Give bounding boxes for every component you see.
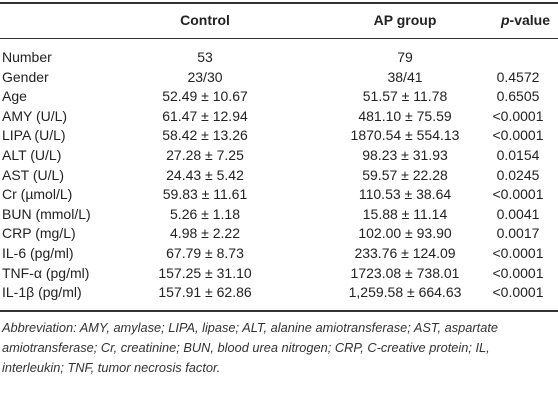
- row-label: ALT (U/L): [2, 147, 62, 163]
- header-italic: p: [500, 12, 510, 28]
- row-label: Gender: [2, 68, 49, 85]
- cell: <0.0001: [492, 284, 544, 301]
- row-label: IL-6 (pg/ml): [2, 245, 74, 261]
- cell: 0.0245: [496, 166, 540, 183]
- cell: 233.76 ± 124.09: [354, 245, 456, 261]
- bottom-rule: [0, 310, 558, 312]
- top-rule: [0, 2, 558, 4]
- row-label: Age: [2, 88, 27, 105]
- header-cell: p-value: [501, 11, 550, 29]
- cell: 23/30: [187, 68, 223, 85]
- cell: <0.0001: [492, 186, 544, 203]
- cell: 1723.08 ± 738.01: [350, 264, 460, 281]
- cell: 1,259.58 ± 664.63: [348, 284, 462, 301]
- row-label: Number: [2, 49, 52, 65]
- cell: 79: [397, 49, 413, 65]
- row-label: Cr (µmol/L): [2, 186, 73, 203]
- row-label: IL-1β (pg/ml): [2, 284, 82, 301]
- cell: <0.0001: [492, 107, 544, 124]
- cell: 481.10 ± 75.59: [358, 107, 452, 124]
- cell: 58.42 ± 13.26: [162, 127, 248, 144]
- row-label: TNF-α (pg/ml): [2, 264, 90, 281]
- cell: 52.49 ± 10.67: [162, 88, 248, 105]
- header-cell: Control: [180, 12, 230, 28]
- cell: 67.79 ± 8.73: [166, 245, 244, 261]
- cell: 59.83 ± 11.61: [162, 186, 248, 203]
- cell: 38/41: [387, 68, 423, 85]
- cell: 59.57 ± 22.28: [362, 166, 448, 183]
- cell: 1870.54 ± 554.13: [350, 127, 460, 144]
- cell: 157.25 ± 31.10: [158, 264, 252, 281]
- cell: 15.88 ± 11.14: [362, 205, 448, 222]
- row-label: BUN (mmol/L): [2, 205, 91, 222]
- cell: 0.0154: [496, 147, 540, 163]
- cell: 102.00 ± 93.90: [358, 225, 452, 242]
- row-label: CRP (mg/L): [2, 225, 76, 242]
- cell: 0.6505: [496, 88, 540, 105]
- cell: 53: [197, 49, 213, 65]
- cell: 157.91 ± 62.86: [158, 284, 252, 301]
- row-label: AST (U/L): [2, 166, 64, 183]
- cell: 24.43 ± 5.42: [166, 166, 244, 183]
- header-rule: [0, 38, 558, 39]
- row-label: AMY (U/L): [2, 107, 68, 124]
- cell: 5.26 ± 1.18: [170, 205, 240, 222]
- header-cell: AP group: [373, 12, 437, 28]
- cell: 27.28 ± 7.25: [166, 147, 244, 163]
- cell: 51.57 ± 11.78: [362, 88, 448, 105]
- cell: 0.0017: [496, 225, 540, 242]
- row-label: LIPA (U/L): [2, 127, 66, 144]
- cell: 0.4572: [496, 68, 540, 85]
- cell: <0.0001: [492, 127, 544, 144]
- cell: 61.47 ± 12.94: [162, 107, 248, 124]
- cell: 4.98 ± 2.22: [170, 225, 240, 242]
- cell: 110.53 ± 38.64: [358, 186, 452, 203]
- cell: 98.23 ± 31.93: [362, 147, 448, 163]
- cell: 0.0041: [496, 205, 540, 222]
- footnote: Abbreviation: AMY, amylase; LIPA, lipase…: [2, 320, 499, 375]
- header-text: -value: [509, 12, 550, 28]
- cell: <0.0001: [492, 264, 544, 281]
- cell: <0.0001: [492, 245, 544, 261]
